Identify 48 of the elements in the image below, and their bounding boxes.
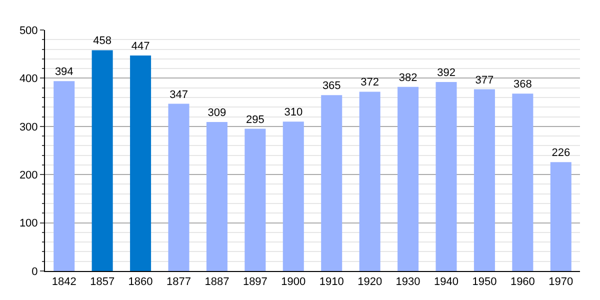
data-label: 347 [170,88,188,101]
bar [550,162,572,271]
data-label: 310 [284,106,303,119]
bar [398,86,419,271]
data-label: 392 [437,67,456,80]
bar [282,122,304,271]
x-tick-label: 1970 [548,276,574,288]
bar [92,50,113,271]
bar [244,128,266,271]
x-tick-label: 1897 [242,276,268,288]
y-tick-label: 300 [19,121,38,134]
y-tick-label: 500 [19,24,38,37]
y-tick-label: 0 [32,266,38,278]
x-tick-label: 1950 [472,276,497,288]
x-tick-label: 1842 [52,276,76,288]
data-label: 382 [398,72,418,84]
data-label: 372 [360,76,379,89]
x-tick-label: 1920 [358,276,382,288]
bar [512,94,534,271]
x-tick-label: 1940 [434,276,458,288]
bar [436,82,457,271]
data-label: 394 [54,66,74,78]
data-label: 295 [246,114,264,126]
x-tick-label: 1877 [166,276,191,288]
data-label: 226 [552,147,570,160]
bar [359,92,380,271]
x-tick-label: 1960 [510,276,535,288]
bar [54,81,75,271]
x-tick-label: 1860 [128,276,153,288]
data-label: 368 [514,78,532,91]
bar [130,56,152,271]
bar [206,122,228,271]
data-label: 377 [475,74,494,86]
x-tick-label: 1857 [90,276,115,288]
y-tick-label: 100 [19,218,38,230]
data-label: 447 [131,40,150,53]
data-label: 365 [322,80,341,92]
data-label: 458 [93,35,112,48]
x-tick-label: 1910 [319,276,344,288]
y-tick-label: 400 [19,73,38,86]
data-label: 309 [208,107,226,120]
x-tick-label: 1900 [281,276,306,288]
bar [321,95,342,271]
x-tick-label: 1930 [396,276,420,288]
x-tick-label: 1887 [204,276,230,288]
y-tick-label: 200 [19,169,38,182]
bar [474,89,495,271]
bar [168,104,190,271]
